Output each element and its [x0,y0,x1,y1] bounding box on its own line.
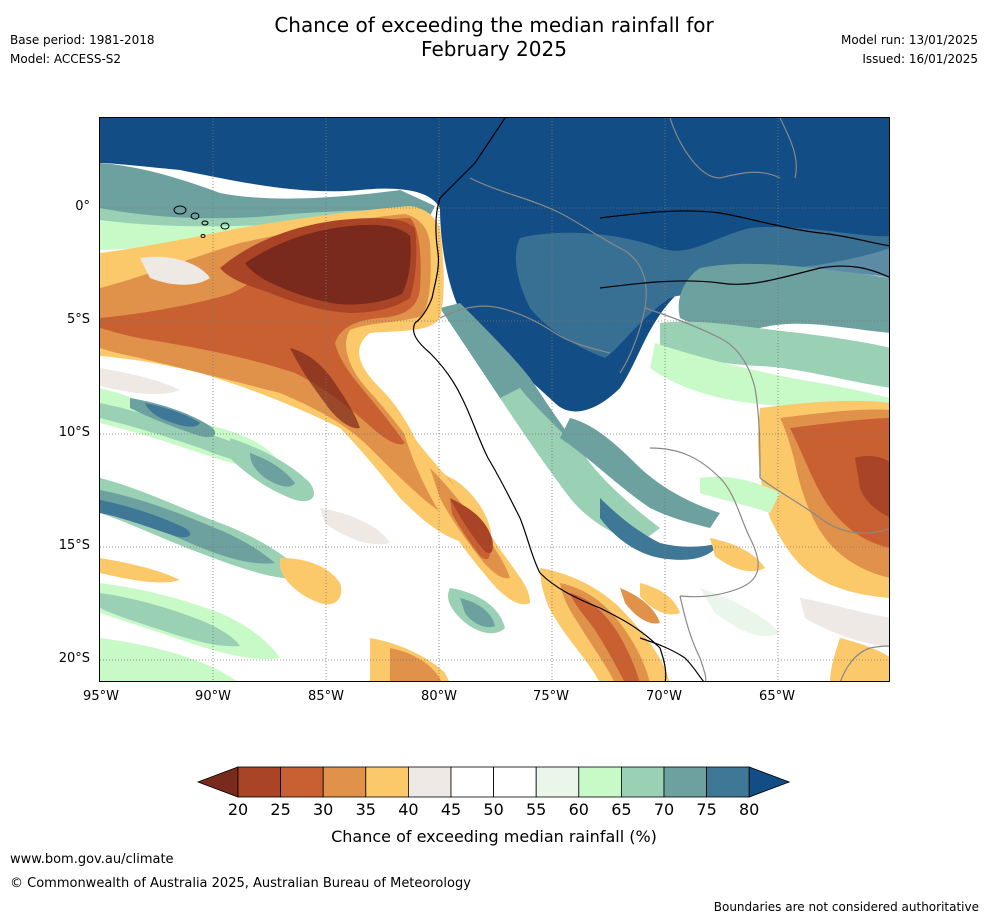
colorbar-tick-label: 75 [696,800,717,819]
lon-tick-85w: 85°W [308,689,344,704]
colorbar-segment [620,766,665,798]
colorbar-segment [706,766,750,798]
galapagos-islands [173,205,230,238]
lat-tick-20s: 20°S [58,651,90,666]
model-run-label: Model run: 13/01/2025 [840,33,978,47]
colorbar-tick-label: 55 [526,800,547,819]
rainfall-map [99,117,890,682]
graticule [100,118,889,681]
colorbar-segment [407,766,452,798]
base-period-label: Base period: 1981-2018 [10,33,155,47]
footer-url: www.bom.gov.au/climate [10,852,174,867]
title-line-1: Chance of exceeding the median rainfall … [274,13,714,37]
colorbar-under-triangle [196,766,239,798]
colorbar-tick-label: 65 [611,800,632,819]
lon-tick-70w: 70°W [646,689,682,704]
colorbar-segment [365,766,409,798]
lon-tick-90w: 90°W [195,689,231,704]
footer-copyright: © Commonwealth of Australia 2025, Austra… [10,876,471,891]
model-label: Model: ACCESS-S2 [10,52,122,66]
chart-title: Chance of exceeding the median rainfall … [0,13,988,61]
title-line-2: February 2025 [421,37,567,61]
colorbar-segment [578,766,622,798]
lat-tick-5s: 5°S [66,312,90,327]
lat-tick-10s: 10°S [58,425,90,440]
colorbar-segment [280,766,324,798]
colorbar-tick-label: 40 [398,800,419,819]
rainfall-map-svg [100,118,889,681]
colorbar-segment [237,766,281,798]
colorbar-tick-label: 60 [568,800,589,819]
colorbar-tick-label: 25 [270,800,291,819]
colorbar-segment [535,766,580,798]
colorbar-tick-label: 35 [355,800,376,819]
colorbar-segment [322,766,367,798]
colorbar-segment [450,766,494,798]
colorbar-tick-label: 20 [227,800,249,819]
coastline [412,118,889,681]
colorbar-tick-label: 80 [739,800,760,819]
country-borders [439,118,889,681]
colorbar-label: Chance of exceeding median rainfall (%) [331,827,657,846]
lon-tick-75w: 75°W [533,689,569,704]
colorbar-over-triangle [748,766,791,798]
colorbar-tick-label: 70 [653,800,675,819]
colorbar-segment [663,766,707,798]
lon-tick-65w: 65°W [759,689,795,704]
issued-label: Issued: 16/01/2025 [862,52,978,66]
colorbar-tick-label: 50 [483,800,504,819]
colorbar-segments [196,766,791,798]
lat-tick-0: 0° [75,199,90,214]
colorbar [196,766,791,798]
lon-tick-95w: 95°W [83,689,119,704]
lat-tick-15s: 15°S [58,538,90,553]
colorbar-tick-label: 30 [313,800,334,819]
footer-disclaimer: Boundaries are not considered authoritat… [713,900,979,914]
lon-tick-80w: 80°W [421,689,457,704]
colorbar-tick-label: 45 [440,800,462,819]
colorbar-segment [493,766,537,798]
